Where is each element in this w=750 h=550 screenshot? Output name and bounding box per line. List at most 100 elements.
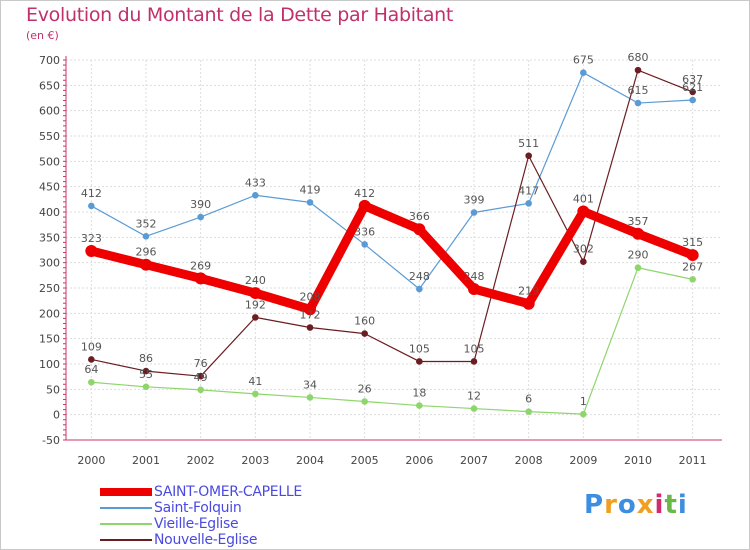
data-point: [306, 394, 314, 401]
legend-swatch: [100, 507, 152, 509]
data-label: 219: [518, 285, 539, 298]
data-point: [416, 402, 423, 409]
data-label: 55: [139, 368, 153, 381]
data-label: 76: [194, 357, 208, 370]
data-label: 315: [682, 236, 703, 249]
data-label: 269: [190, 259, 211, 272]
data-point: [306, 199, 314, 206]
logo-letter: P: [584, 490, 605, 520]
x-tick-label: 2001: [132, 454, 160, 467]
data-point: [525, 152, 532, 160]
data-label: 366: [409, 210, 430, 223]
x-tick-label: 2000: [77, 454, 105, 467]
data-label: 64: [84, 363, 98, 376]
data-label: 86: [139, 352, 153, 365]
data-label: 290: [628, 249, 649, 262]
data-label: 296: [136, 246, 157, 259]
proxiti-logo: Proxiti: [584, 490, 688, 520]
data-label: 41: [248, 375, 262, 388]
y-tick-label: 200: [39, 307, 60, 320]
data-point: [88, 378, 95, 386]
data-point: [252, 314, 259, 321]
data-point: [304, 303, 316, 316]
data-point: [249, 287, 262, 300]
data-point: [470, 209, 478, 216]
x-tick-label: 2007: [460, 454, 488, 467]
series-line-2: [90, 267, 694, 415]
data-label: 240: [245, 274, 266, 287]
data-label: 1: [580, 395, 587, 408]
legend-label: Saint-Folquin: [154, 500, 242, 516]
data-point: [88, 202, 95, 210]
x-tick-label: 2004: [296, 454, 324, 467]
logo-letter: x: [636, 490, 655, 520]
data-label: 621: [682, 81, 703, 94]
logo-letter: i: [677, 490, 688, 520]
data-point: [632, 227, 644, 240]
data-point: [634, 66, 642, 74]
legend-swatch: [100, 523, 152, 525]
data-label: 412: [81, 187, 102, 200]
data-label: 417: [518, 184, 539, 197]
data-label: 172: [300, 309, 321, 322]
data-point: [88, 356, 95, 363]
y-tick-label: 100: [39, 358, 60, 371]
data-point: [194, 272, 207, 285]
data-label: 109: [81, 340, 102, 353]
data-point: [197, 386, 204, 394]
data-point: [525, 200, 532, 207]
data-label: 412: [354, 187, 375, 200]
series-line-1: [90, 72, 694, 290]
data-point: [197, 213, 204, 221]
data-label: 192: [245, 298, 266, 311]
y-tick-label: 450: [39, 181, 60, 194]
y-tick-label: 300: [39, 257, 60, 270]
y-tick-label: -50: [42, 434, 60, 447]
data-point: [142, 367, 150, 375]
y-tick-label: 650: [39, 79, 60, 92]
y-tick-label: 150: [39, 333, 60, 346]
data-point: [525, 408, 532, 415]
data-label: 302: [573, 243, 594, 256]
series-line-0: [86, 201, 698, 314]
line-chart: -50 0 50 100 150 200 250 300 350 400 450 500 550 600 6…: [39, 51, 722, 467]
data-label: 615: [628, 84, 649, 97]
data-point: [85, 245, 98, 258]
data-point: [580, 258, 587, 265]
data-label: 511: [518, 137, 539, 150]
legend-swatch: [100, 488, 152, 496]
y-tick-label: 400: [39, 206, 60, 219]
data-label: 49: [194, 371, 208, 384]
y-tick-label: 0: [53, 409, 60, 422]
data-label: 26: [358, 382, 372, 395]
y-tick-label: 50: [46, 383, 60, 396]
legend-swatch: [100, 539, 152, 541]
data-point: [577, 205, 590, 218]
data-point: [468, 283, 480, 296]
data-point: [689, 276, 696, 283]
y-tick-label: 500: [39, 155, 60, 168]
x-tick-label: 2003: [241, 454, 269, 467]
legend-label: SAINT-OMER-CAPELLE: [154, 484, 302, 500]
data-label: 675: [573, 54, 594, 67]
data-point: [197, 372, 204, 380]
legend-label: Nouvelle-Eglise: [154, 532, 258, 548]
logo-letter: t: [664, 490, 678, 520]
legend-label: Vieille-Eglise: [154, 516, 239, 532]
data-label: 6: [525, 393, 532, 406]
data-label: 323: [81, 232, 102, 245]
y-tick-label: 550: [39, 130, 60, 143]
data-point: [470, 358, 478, 365]
data-point: [416, 358, 423, 365]
data-point: [361, 241, 368, 248]
data-label: 637: [682, 73, 703, 86]
y-tick-label: 350: [39, 231, 60, 244]
data-point: [580, 69, 587, 76]
data-label: 357: [628, 215, 649, 228]
data-point: [361, 398, 368, 405]
data-label: 419: [300, 183, 321, 196]
data-point: [252, 390, 259, 398]
y-tick-label: 600: [39, 105, 60, 118]
data-label: 399: [464, 194, 485, 207]
